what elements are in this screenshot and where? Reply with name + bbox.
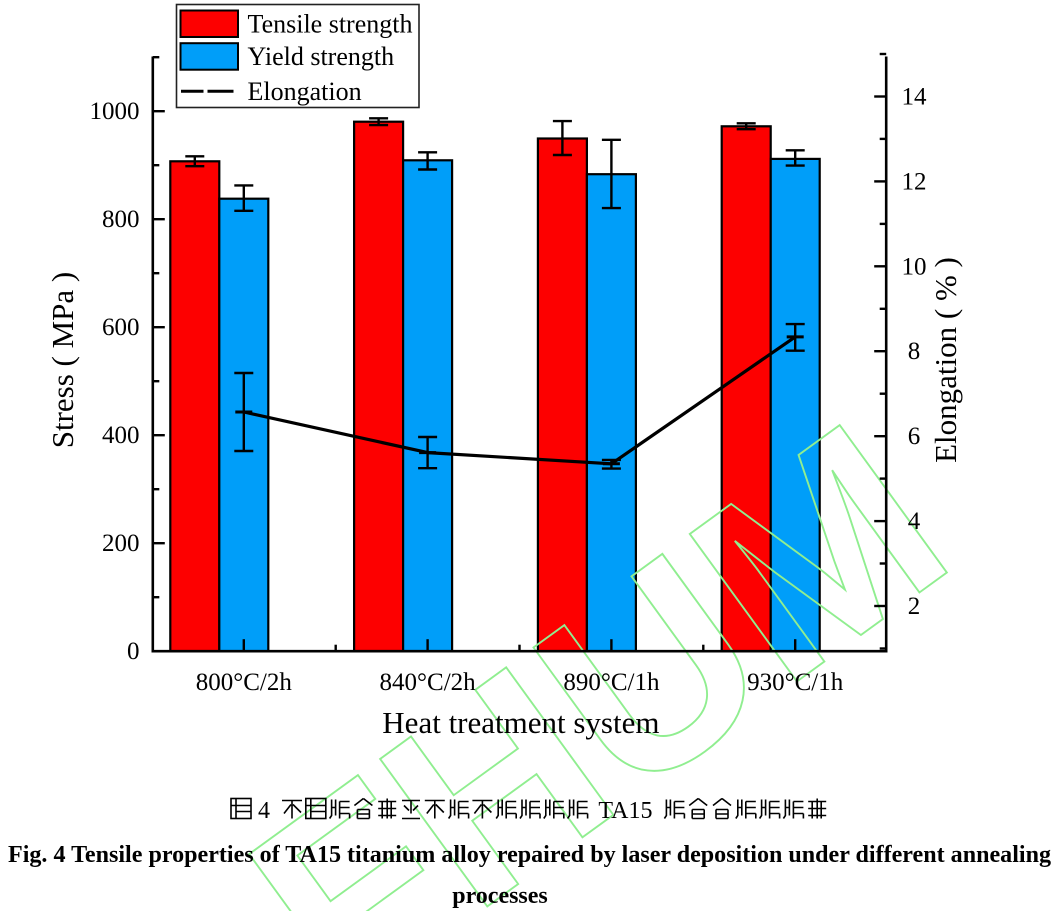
svg-text:4: 4 bbox=[908, 508, 921, 535]
svg-text:Fig. 4 Tensile properties of T: Fig. 4 Tensile properties of TA15 titani… bbox=[8, 842, 1051, 868]
svg-text:890°C/1h: 890°C/1h bbox=[563, 669, 660, 696]
svg-text:600: 600 bbox=[102, 314, 140, 341]
svg-text:200: 200 bbox=[102, 530, 140, 557]
svg-text:Yield strength: Yield strength bbox=[248, 42, 395, 71]
svg-text:2: 2 bbox=[908, 593, 921, 620]
svg-text:Stress ( MPa ): Stress ( MPa ) bbox=[45, 272, 80, 449]
svg-text:4: 4 bbox=[258, 798, 270, 824]
svg-text:14: 14 bbox=[902, 84, 928, 111]
svg-text:Tensile strength: Tensile strength bbox=[248, 9, 413, 38]
svg-text:Elongation ( % ): Elongation ( % ) bbox=[928, 257, 963, 463]
svg-text:930°C/1h: 930°C/1h bbox=[747, 669, 844, 696]
svg-text:800: 800 bbox=[102, 206, 140, 233]
svg-text:10: 10 bbox=[902, 253, 927, 280]
svg-text:processes: processes bbox=[452, 883, 548, 909]
svg-text:1000: 1000 bbox=[90, 98, 140, 125]
svg-text:800°C/2h: 800°C/2h bbox=[196, 669, 293, 696]
svg-text:Elongation: Elongation bbox=[248, 77, 362, 106]
svg-text:840°C/2h: 840°C/2h bbox=[380, 669, 477, 696]
svg-text:8: 8 bbox=[908, 338, 921, 365]
svg-text:400: 400 bbox=[102, 422, 140, 449]
svg-text:0: 0 bbox=[127, 638, 140, 665]
svg-text:6: 6 bbox=[908, 423, 921, 450]
svg-text:TA15: TA15 bbox=[598, 798, 652, 824]
svg-text:12: 12 bbox=[902, 168, 927, 195]
svg-text:Heat treatment system: Heat treatment system bbox=[382, 705, 659, 740]
